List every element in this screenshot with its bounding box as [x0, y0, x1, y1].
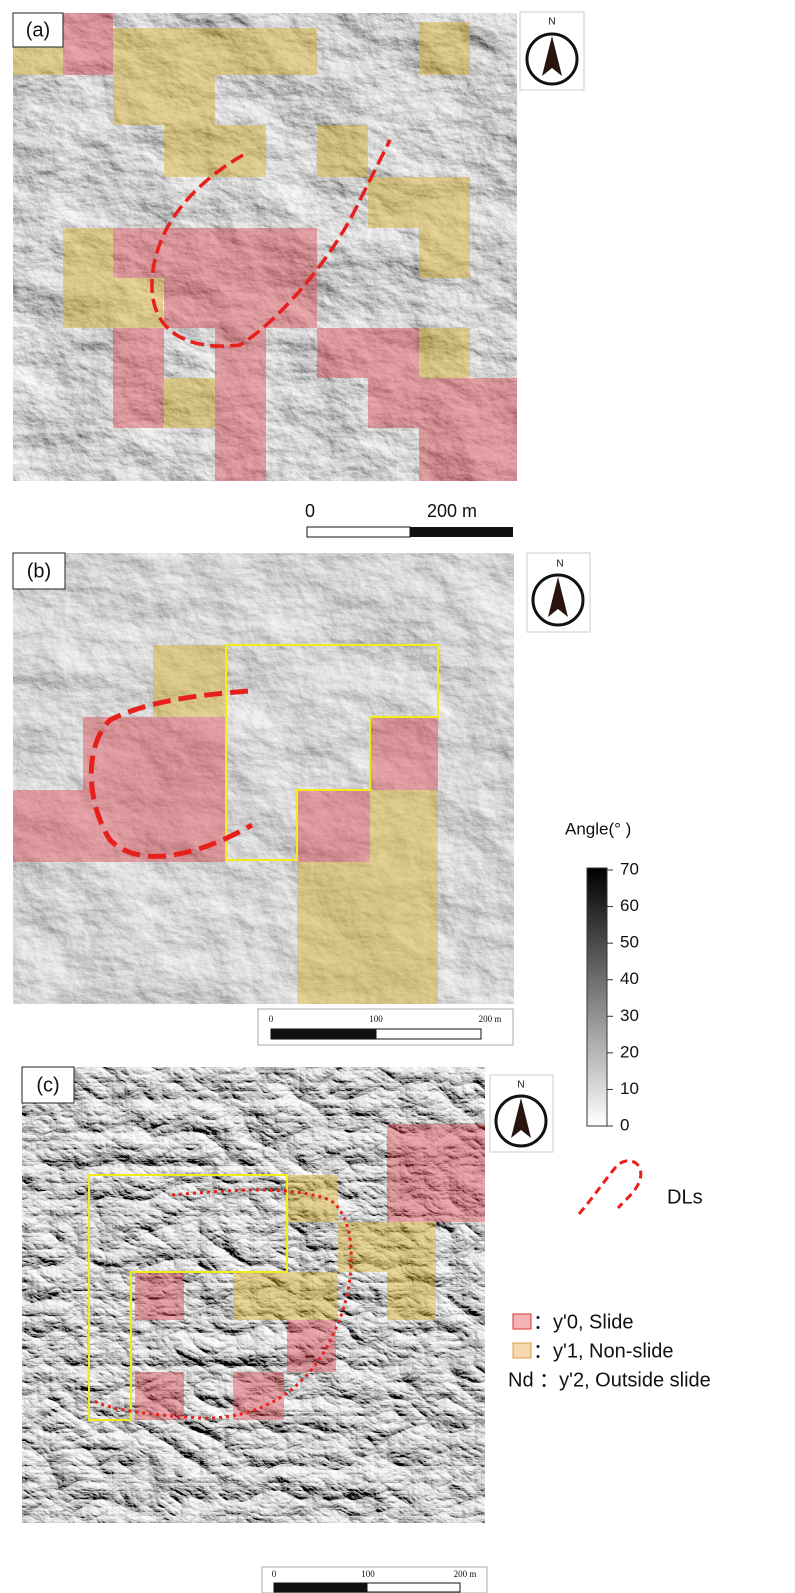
colorbar-tick-label: 40	[620, 969, 639, 988]
grid-cell	[113, 228, 317, 278]
scale-label: 0	[305, 501, 315, 521]
legend-label: ：y'1, Non-slide	[533, 1340, 674, 1362]
legend-swatch	[513, 1343, 531, 1358]
scale-bar: 0 100 200 m	[258, 1009, 513, 1045]
grid-cell	[317, 125, 368, 177]
north-label: N	[548, 17, 555, 28]
grid-cell	[113, 28, 317, 75]
grid-cell	[419, 428, 517, 481]
grid-cell	[368, 177, 470, 228]
legend-label: Nd ：y'2, Outside slide	[508, 1369, 711, 1391]
grid-cell	[419, 328, 470, 378]
figure: (a) (b) (c) N N N 0 200 m 0 100 200 m	[0, 0, 795, 1593]
grid-cell	[233, 1272, 338, 1320]
grid-cell	[387, 1124, 485, 1222]
colorbar-tick-label: 50	[620, 933, 639, 952]
scale-bar: 0 200 m	[305, 501, 513, 537]
dl-legend-label: DLs	[667, 1186, 703, 1208]
grid-cell	[387, 1272, 436, 1320]
grid-cell	[63, 228, 113, 278]
compass: N	[527, 553, 590, 632]
grid-cell	[419, 228, 470, 278]
north-label: N	[517, 1080, 524, 1091]
panel-label: (b)	[27, 560, 51, 582]
scale-label: 200 m	[427, 501, 477, 521]
grid-cell	[13, 790, 225, 862]
page: {"panels": [ {"label": "(a)", "compass":…	[0, 0, 795, 1593]
grid-cell	[113, 75, 215, 125]
grid-cell	[113, 328, 164, 428]
legend-label: ：y'0, Slide	[533, 1311, 634, 1333]
scale-label: 100	[361, 1569, 375, 1579]
compass: N	[520, 12, 584, 90]
grid-cell	[287, 1175, 338, 1222]
colorbar-tick-label: 70	[620, 859, 639, 878]
colorbar-title: Angle(° )	[565, 819, 631, 838]
panel-label: (c)	[36, 1074, 59, 1096]
grid-cell	[297, 862, 370, 1004]
colorbar-tick-label: 30	[620, 1006, 639, 1025]
grid-cell	[370, 717, 438, 790]
scale-label: 200 m	[454, 1569, 477, 1579]
scale-label: 200 m	[479, 1014, 502, 1024]
legend-swatch	[513, 1314, 531, 1329]
grid-cell	[297, 790, 370, 862]
colorbar-tick-label: 60	[620, 896, 639, 915]
scale-label: 0	[269, 1014, 274, 1024]
colorbar-tick-label: 10	[620, 1079, 639, 1098]
dl-legend-line	[579, 1161, 641, 1214]
grid-cell	[419, 22, 470, 75]
grid-cell	[368, 378, 517, 428]
grid-cell	[317, 328, 419, 378]
grid-cell	[63, 13, 113, 75]
compass: N	[490, 1075, 553, 1152]
grid-cell	[370, 790, 438, 1004]
grid-cell	[164, 125, 266, 177]
scale-label: 100	[369, 1014, 383, 1024]
panel-label: (a)	[26, 19, 50, 41]
colorbar-tick-label: 0	[620, 1115, 629, 1134]
grid-cell	[164, 278, 317, 328]
colorbar-tick-label: 20	[620, 1042, 639, 1061]
scale-bar: 0 100 200 m	[262, 1567, 487, 1593]
grid-cell	[215, 328, 266, 481]
grid-cell	[135, 1272, 184, 1320]
grid-cell	[63, 278, 163, 328]
grid-cell	[153, 645, 225, 717]
grid-cell	[287, 1320, 336, 1372]
colorbar	[587, 868, 607, 1126]
grid-cell	[338, 1222, 436, 1272]
grid-cell	[164, 378, 215, 428]
scale-label: 0	[272, 1569, 277, 1579]
north-label: N	[556, 559, 563, 570]
grid-cell	[83, 717, 225, 790]
